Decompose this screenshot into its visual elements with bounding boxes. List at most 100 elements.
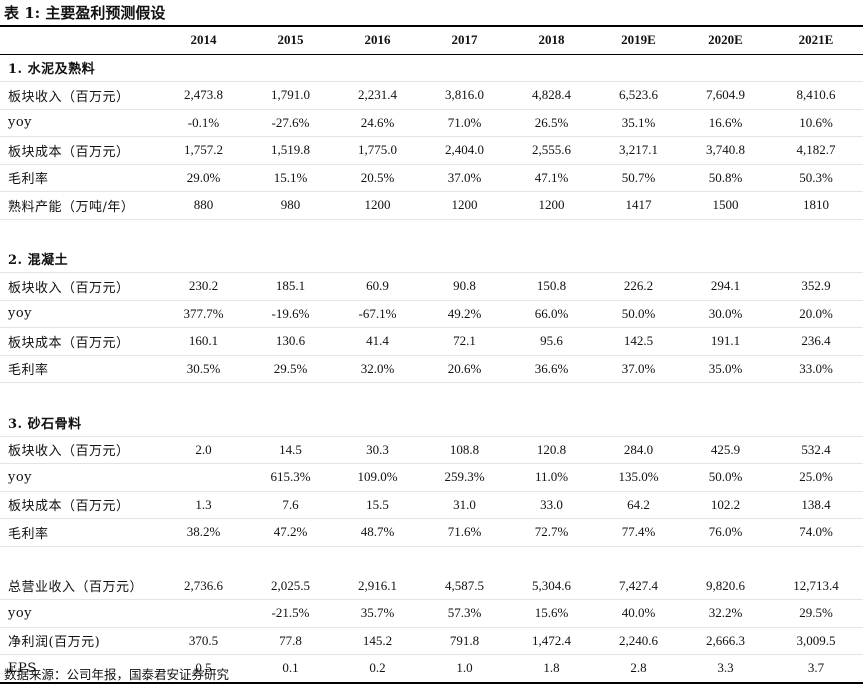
value-cell: 26.5%: [508, 109, 595, 137]
value-cell: 1500: [682, 191, 769, 220]
value-cell: 2,404.0: [421, 136, 508, 165]
value-cell: 120.8: [508, 436, 595, 464]
value-cell: 191.1: [682, 327, 769, 356]
value-cell: 50.3%: [769, 164, 863, 192]
table-row: yoy 615.3% 109.0% 259.3% 11.0% 135.0% 50.0% 25.…: [0, 463, 863, 492]
section-title: 2. 混凝土: [0, 245, 863, 273]
row-label: 净利润(百万元): [0, 627, 160, 655]
row-label: 板块收入（百万元）: [0, 81, 160, 110]
table-title: 表 1: 主要盈利预测假设: [4, 4, 166, 22]
value-cell: 66.0%: [508, 300, 595, 328]
year-header: 2019E: [621, 32, 656, 48]
value-cell: 2,916.1: [334, 572, 421, 600]
value-cell: 230.2: [160, 272, 247, 301]
year-header: 2015: [277, 32, 304, 48]
value-cell: 40.0%: [595, 599, 682, 628]
row-label: yoy: [0, 463, 160, 492]
value-cell: 8,410.6: [769, 81, 863, 110]
value-cell: 1.8: [508, 654, 595, 684]
value-cell: 90.8: [421, 272, 508, 301]
value-cell: [160, 599, 247, 628]
value-cell: 615.3%: [247, 463, 334, 492]
value-cell: 3.7: [769, 654, 863, 684]
value-cell: 1,472.4: [508, 627, 595, 655]
table-row: yoy -21.5% 35.7% 57.3% 15.6% 40.0% 32.2% 29.5%: [0, 599, 863, 628]
value-cell: 49.2%: [421, 300, 508, 328]
value-cell: 259.3%: [421, 463, 508, 492]
value-cell: 2,473.8: [160, 81, 247, 110]
value-cell: 71.6%: [421, 518, 508, 547]
table-row: 板块成本（百万元） 160.1 130.6 41.4 72.1 95.6 142.5 191.…: [0, 327, 863, 356]
row-label: 毛利率: [0, 518, 160, 547]
table-row: 板块收入（百万元） 230.2 185.1 60.9 90.8 150.8 226.2 294…: [0, 272, 863, 301]
value-cell: 74.0%: [769, 518, 863, 547]
value-cell: 76.0%: [682, 518, 769, 547]
value-cell: 1417: [595, 191, 682, 220]
section-header-row: 3. 砂石骨料: [0, 409, 863, 437]
value-cell: 352.9: [769, 272, 863, 301]
value-cell: 226.2: [595, 272, 682, 301]
section-header-row: 2. 混凝土: [0, 245, 863, 273]
value-cell: 160.1: [160, 327, 247, 356]
value-cell: 1,775.0: [334, 136, 421, 165]
year-header: 2014: [190, 32, 217, 48]
value-cell: 60.9: [334, 272, 421, 301]
table-row: 板块收入（百万元） 2.0 14.5 30.3 108.8 120.8 284.0 425.9…: [0, 436, 863, 464]
value-cell: 2.0: [160, 436, 247, 464]
value-cell: 138.4: [769, 491, 863, 519]
value-cell: 1.0: [421, 654, 508, 684]
value-cell: 32.2%: [682, 599, 769, 628]
value-cell: 11.0%: [508, 463, 595, 492]
section-title: 1. 水泥及熟料: [0, 54, 863, 82]
data-source-note: 数据来源：公司年报，国泰君安证券研究: [4, 667, 230, 682]
row-label: yoy: [0, 599, 160, 628]
value-cell: 35.7%: [334, 599, 421, 628]
section-header-row: 1. 水泥及熟料: [0, 54, 863, 82]
value-cell: 37.0%: [421, 164, 508, 192]
year-header: 2020E: [708, 32, 743, 48]
value-cell: 16.6%: [682, 109, 769, 137]
value-cell: 1200: [334, 191, 421, 220]
value-cell: -21.5%: [247, 599, 334, 628]
value-cell: 3.3: [682, 654, 769, 684]
value-cell: 3,740.8: [682, 136, 769, 165]
table-row: 板块收入（百万元） 2,473.8 1,791.0 2,231.4 3,816.0 4,8…: [0, 81, 863, 110]
value-cell: 29.0%: [160, 164, 247, 192]
header-corner: [0, 26, 160, 54]
value-cell: 370.5: [160, 627, 247, 655]
value-cell: 880: [160, 191, 247, 220]
value-cell: 1,791.0: [247, 81, 334, 110]
value-cell: 2.8: [595, 654, 682, 684]
value-cell: 3,816.0: [421, 81, 508, 110]
row-label: 毛利率: [0, 355, 160, 383]
table-row: 毛利率 30.5% 29.5% 32.0% 20.6% 36.6% 37.0% 35.0% 33…: [0, 355, 863, 383]
value-cell: 108.8: [421, 436, 508, 464]
row-label: 板块成本（百万元）: [0, 136, 160, 165]
value-cell: 142.5: [595, 327, 682, 356]
table-row: yoy -0.1% -27.6% 24.6% 71.0% 26.5% 35.1% 16.6% 1…: [0, 109, 863, 137]
value-cell: 33.0%: [769, 355, 863, 383]
value-cell: 4,182.7: [769, 136, 863, 165]
value-cell: 50.7%: [595, 164, 682, 192]
section-spacer: [0, 383, 863, 410]
value-cell: -0.1%: [160, 109, 247, 137]
value-cell: 72.7%: [508, 518, 595, 547]
table-row: 净利润(百万元) 370.5 77.8 145.2 791.8 1,472.4 2,240.…: [0, 627, 863, 655]
value-cell: -67.1%: [334, 300, 421, 328]
value-cell: 33.0: [508, 491, 595, 519]
year-header: 2016: [364, 32, 391, 48]
row-label: 板块成本（百万元）: [0, 327, 160, 356]
table-row: 毛利率 38.2% 47.2% 48.7% 71.6% 72.7% 77.4% 76.0% 74…: [0, 518, 863, 547]
row-label: 毛利率: [0, 164, 160, 192]
value-cell: 72.1: [421, 327, 508, 356]
table-row: 毛利率 29.0% 15.1% 20.5% 37.0% 47.1% 50.7% 50.8% 50…: [0, 164, 863, 192]
value-cell: 50.8%: [682, 164, 769, 192]
value-cell: 1200: [421, 191, 508, 220]
value-cell: 2,231.4: [334, 81, 421, 110]
value-cell: 102.2: [682, 491, 769, 519]
row-label: 熟料产能（万吨/年）: [0, 191, 160, 220]
value-cell: 0.1: [247, 654, 334, 684]
value-cell: 15.5: [334, 491, 421, 519]
value-cell: 7,427.4: [595, 572, 682, 600]
section-spacer: [0, 219, 863, 246]
